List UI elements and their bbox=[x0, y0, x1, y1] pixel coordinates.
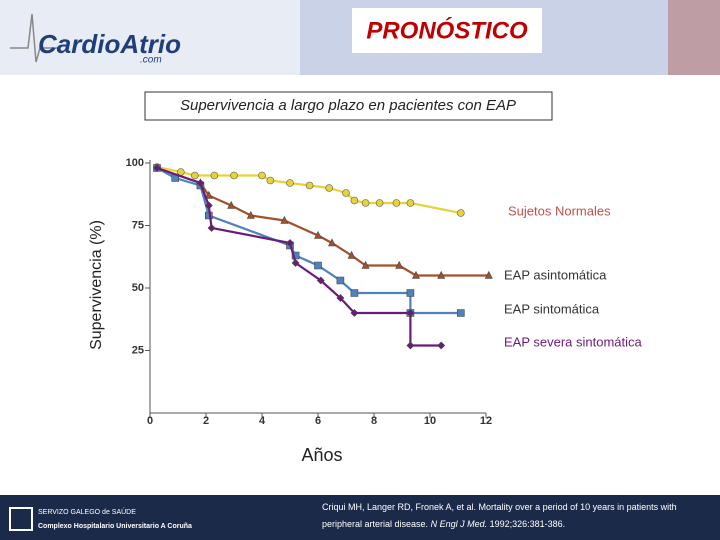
marker bbox=[336, 276, 345, 285]
marker bbox=[375, 199, 384, 207]
footer-org1: SERVIZO GALEGO de SAÚDE bbox=[38, 507, 136, 516]
marker bbox=[361, 260, 370, 269]
marker bbox=[227, 200, 236, 209]
x-axis-label: Años bbox=[301, 445, 342, 465]
citation-text: Criqui MH, Langer RD, Fronek A, et al. M… bbox=[322, 502, 677, 529]
marker bbox=[305, 181, 314, 190]
series-label: EAP severa sintomática bbox=[504, 334, 643, 349]
series-line bbox=[156, 166, 489, 277]
marker bbox=[437, 270, 446, 279]
marker bbox=[204, 201, 213, 210]
marker bbox=[325, 184, 334, 192]
marker bbox=[484, 270, 493, 279]
logo-sub: .com bbox=[140, 55, 162, 66]
marker bbox=[314, 230, 322, 239]
marker bbox=[336, 294, 345, 302]
series-label: EAP sintomática bbox=[504, 301, 600, 316]
citation: Criqui MH, Langer RD, Fronek A, et al. M… bbox=[322, 499, 712, 533]
marker bbox=[350, 309, 359, 317]
logo-pulse bbox=[10, 13, 60, 63]
marker bbox=[291, 259, 300, 267]
x-tick-label: 6 bbox=[315, 415, 321, 427]
marker bbox=[406, 199, 415, 207]
marker bbox=[328, 238, 336, 247]
title-box bbox=[352, 8, 542, 53]
marker bbox=[286, 239, 294, 247]
series-label: Sujetos Normales bbox=[508, 203, 611, 218]
logo: CardioAtrio bbox=[38, 29, 181, 59]
marker bbox=[280, 215, 289, 224]
marker bbox=[153, 164, 161, 172]
marker bbox=[204, 190, 213, 199]
marker bbox=[437, 341, 446, 350]
y-tick-label: 50 bbox=[132, 282, 144, 294]
footer-logo-icon bbox=[9, 507, 33, 531]
marker bbox=[314, 261, 322, 270]
subtitle-box bbox=[144, 91, 553, 121]
x-tick-label: 0 bbox=[147, 415, 153, 427]
marker bbox=[347, 250, 356, 259]
chart-title: Supervivencia a largo plazo en pacientes… bbox=[180, 97, 516, 114]
x-tick-label: 2 bbox=[203, 415, 209, 427]
marker bbox=[395, 260, 404, 269]
marker bbox=[350, 289, 359, 297]
marker bbox=[196, 179, 205, 187]
marker bbox=[258, 171, 266, 180]
marker bbox=[316, 276, 325, 285]
marker bbox=[210, 171, 219, 180]
marker bbox=[361, 199, 370, 207]
x-tick-label: 8 bbox=[371, 415, 377, 427]
marker bbox=[412, 270, 420, 279]
series-label: EAP asintomática bbox=[504, 267, 607, 282]
marker bbox=[457, 309, 465, 317]
marker bbox=[286, 179, 294, 187]
x-tick-label: 12 bbox=[480, 415, 492, 427]
marker bbox=[392, 199, 401, 207]
citation-end: 1992;326:381-386. bbox=[487, 519, 566, 529]
slide-title: PRONÓSTICO bbox=[366, 16, 528, 44]
marker bbox=[456, 209, 465, 217]
header-image bbox=[668, 0, 720, 75]
marker bbox=[350, 196, 359, 205]
y-tick-label: 25 bbox=[132, 344, 144, 356]
header-left bbox=[0, 0, 300, 75]
citation-journal: N Engl J Med. bbox=[430, 519, 488, 529]
x-tick-label: 10 bbox=[424, 415, 436, 427]
marker bbox=[191, 171, 199, 180]
footer-band bbox=[0, 495, 720, 540]
y-axis-label: Supervivencia (%) bbox=[88, 220, 105, 350]
y-tick-label: 75 bbox=[132, 219, 144, 231]
marker bbox=[246, 210, 255, 219]
marker bbox=[266, 176, 275, 185]
marker bbox=[207, 224, 216, 232]
footer-org2: Complexo Hospitalario Universitario A Co… bbox=[38, 523, 192, 530]
marker bbox=[406, 309, 415, 317]
marker bbox=[230, 171, 238, 180]
series-line bbox=[156, 166, 442, 347]
marker bbox=[406, 341, 415, 350]
marker bbox=[406, 289, 415, 297]
marker bbox=[342, 189, 350, 197]
y-tick-label: 100 bbox=[126, 157, 144, 169]
x-tick-label: 4 bbox=[259, 415, 266, 427]
